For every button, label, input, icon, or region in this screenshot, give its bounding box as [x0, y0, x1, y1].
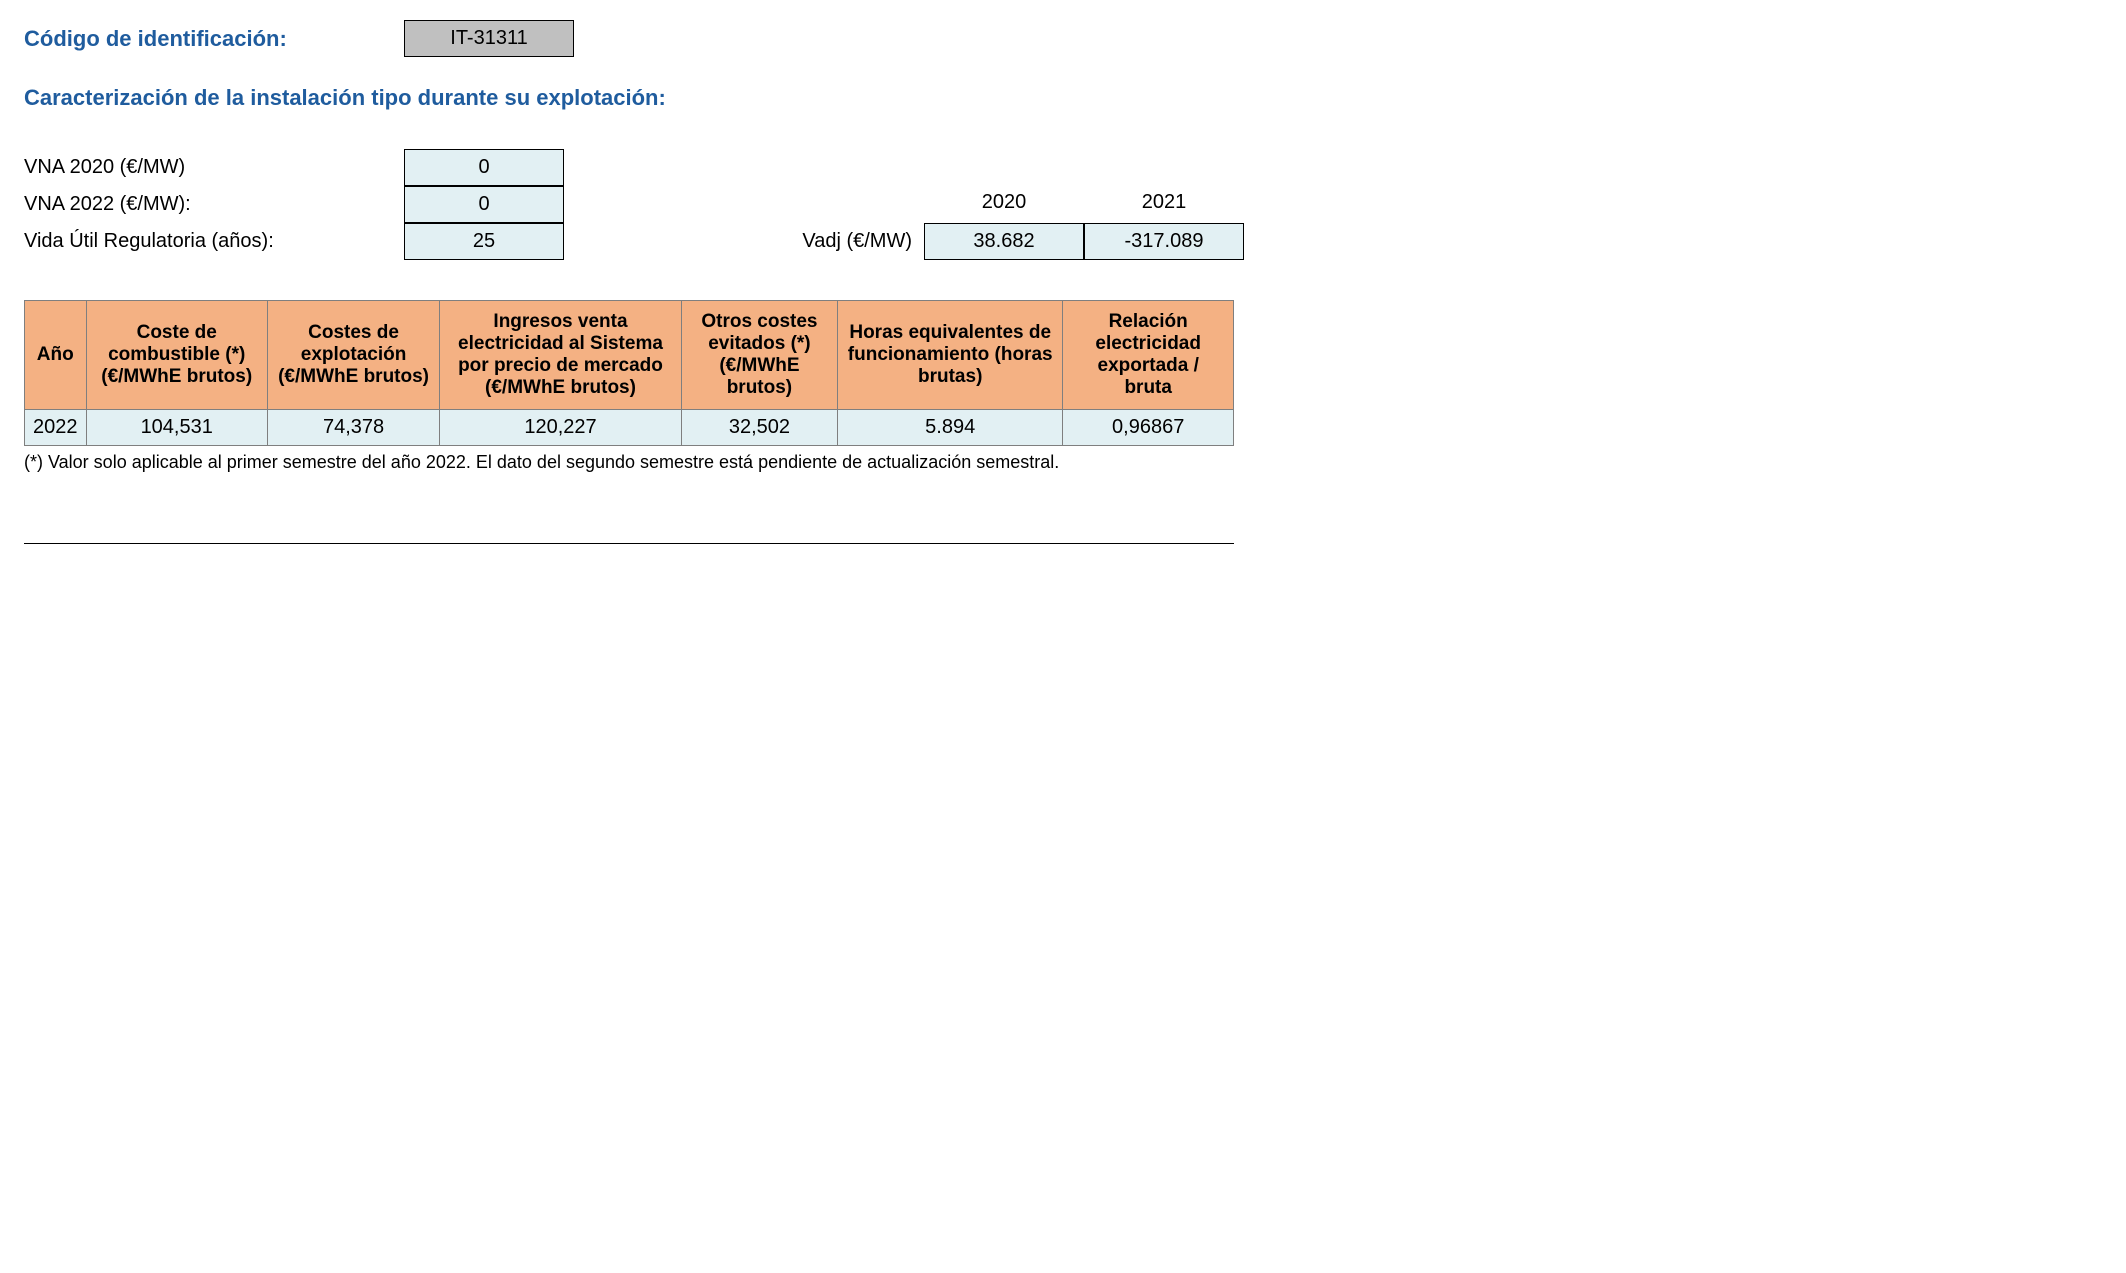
cell-ingresos: 120,227: [440, 410, 682, 446]
table-header-row: Año Coste de combustible (*) (€/MWhE bru…: [25, 301, 1234, 410]
col-combustible: Coste de combustible (*) (€/MWhE brutos): [86, 301, 267, 410]
codigo-value: IT-31311: [404, 20, 574, 57]
data-table: Año Coste de combustible (*) (€/MWhE bru…: [24, 300, 1234, 446]
vida-label: Vida Útil Regulatoria (años):: [24, 224, 404, 259]
table-row: 2022 104,531 74,378 120,227 32,502 5.894…: [25, 410, 1234, 446]
col-relacion: Relación electricidad exportada / bruta: [1063, 301, 1234, 410]
vadj-2021-value: -317.089: [1084, 223, 1244, 260]
codigo-label: Código de identificación:: [24, 26, 404, 52]
vadj-label: Vadj (€/MW): [784, 224, 924, 259]
vna2020-value: 0: [404, 149, 564, 186]
cell-otros: 32,502: [681, 410, 837, 446]
vna2022-value: 0: [404, 186, 564, 223]
col-ano: Año: [25, 301, 87, 410]
section-title: Caracterización de la instalación tipo d…: [24, 85, 2102, 111]
cell-relacion: 0,96867: [1063, 410, 1234, 446]
cell-horas: 5.894: [838, 410, 1063, 446]
params-grid: VNA 2020 (€/MW) 0 VNA 2022 (€/MW): 0 202…: [24, 149, 2102, 260]
col-explotacion: Costes de explotación (€/MWhE brutos): [267, 301, 439, 410]
separator-line: [24, 543, 1234, 544]
vna2020-label: VNA 2020 (€/MW): [24, 150, 404, 185]
year-2021-header: 2021: [1084, 191, 1244, 218]
vida-value: 25: [404, 223, 564, 260]
cell-combustible: 104,531: [86, 410, 267, 446]
cell-explotacion: 74,378: [267, 410, 439, 446]
vna2022-label: VNA 2022 (€/MW):: [24, 187, 404, 222]
col-horas: Horas equivalentes de funcionamiento (ho…: [838, 301, 1063, 410]
footnote: (*) Valor solo aplicable al primer semes…: [24, 452, 1234, 473]
year-2020-header: 2020: [924, 191, 1084, 218]
col-ingresos: Ingresos venta electricidad al Sistema p…: [440, 301, 682, 410]
cell-ano: 2022: [25, 410, 87, 446]
vadj-2020-value: 38.682: [924, 223, 1084, 260]
col-otros: Otros costes evitados (*) (€/MWhE brutos…: [681, 301, 837, 410]
